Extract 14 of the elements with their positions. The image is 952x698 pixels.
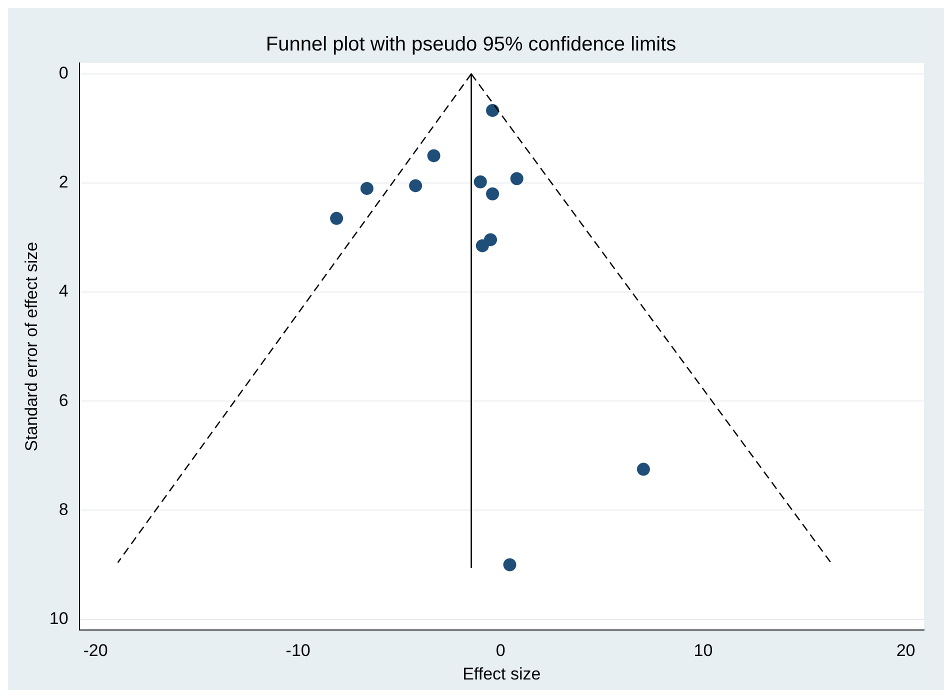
y-tick-label: 10 (49, 608, 68, 628)
x-tick-label: 10 (694, 641, 713, 660)
chart-title: Funnel plot with pseudo 95% confidence limits (266, 34, 676, 56)
x-tick-label: -10 (286, 641, 310, 660)
y-tick-label: 8 (58, 500, 68, 519)
x-axis-title: Effect size (462, 664, 541, 684)
x-tick-label: -20 (83, 641, 108, 660)
x-tick-label: 20 (896, 641, 916, 660)
x-tick-label: 0 (496, 641, 506, 660)
y-axis-title: Standard error of effect size (22, 242, 41, 452)
y-tick-label: 4 (58, 282, 68, 301)
y-tick-label: 6 (58, 390, 68, 410)
y-tick-label: 0 (58, 64, 68, 83)
y-tick-label: 2 (58, 172, 68, 192)
